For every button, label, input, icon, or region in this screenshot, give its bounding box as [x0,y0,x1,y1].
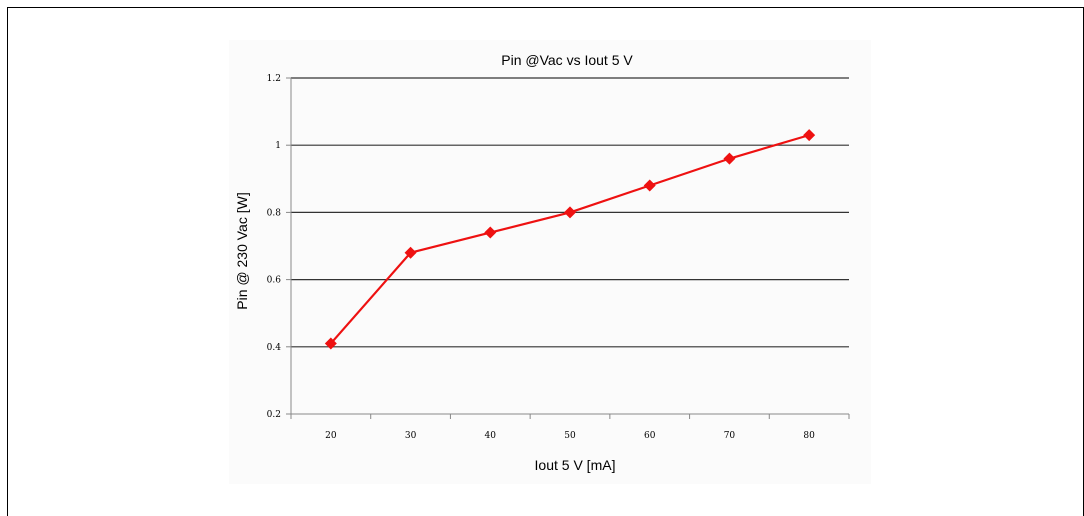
data-point-30 [404,246,417,259]
gridlines [291,77,849,348]
x-tick-label-70: 70 [724,431,736,441]
x-tick-labels: 20 30 40 50 60 70 80 [325,431,815,441]
y-tick-labels: 0.2 0.4 0.6 0.8 1 1.2 [267,74,282,420]
y-tick-label-4: 1 [275,141,281,151]
x-tick-label-60: 60 [644,431,656,441]
data-point-40 [484,226,497,239]
x-tick-label-80: 80 [803,431,815,441]
x-tick-label-50: 50 [564,431,576,441]
x-tick-label-20: 20 [325,431,337,441]
series-layer [324,129,816,350]
data-point-20 [324,337,337,350]
data-point-70 [723,152,736,165]
chart-panel: Pin @Vac vs Iout 5 V 0.2 0.4 0.6 0.8 1 1.2 20… [229,40,871,484]
data-point-60 [643,179,656,192]
series-line-0 [330,134,810,345]
y-tick-label-0: 0.2 [267,410,281,420]
chart-title: Pin @Vac vs Iout 5 V [501,52,633,68]
y-tick-label-1: 0.4 [267,343,282,353]
x-axis-label: Iout 5 V [mA] [535,457,616,473]
y-axis-label: Pin @ 230 Vac [W] [234,192,250,309]
data-point-50 [564,206,576,219]
y-tick-label-3: 0.8 [267,208,282,218]
x-tick-label-40: 40 [485,431,497,441]
x-tick-label-30: 30 [405,431,417,441]
y-tick-label-5: 1.2 [267,74,281,84]
data-point-80 [803,129,816,142]
line-chart: Pin @Vac vs Iout 5 V 0.2 0.4 0.6 0.8 1 1.2 20… [234,52,850,473]
axes [286,77,850,419]
y-tick-label-2: 0.6 [267,276,282,286]
